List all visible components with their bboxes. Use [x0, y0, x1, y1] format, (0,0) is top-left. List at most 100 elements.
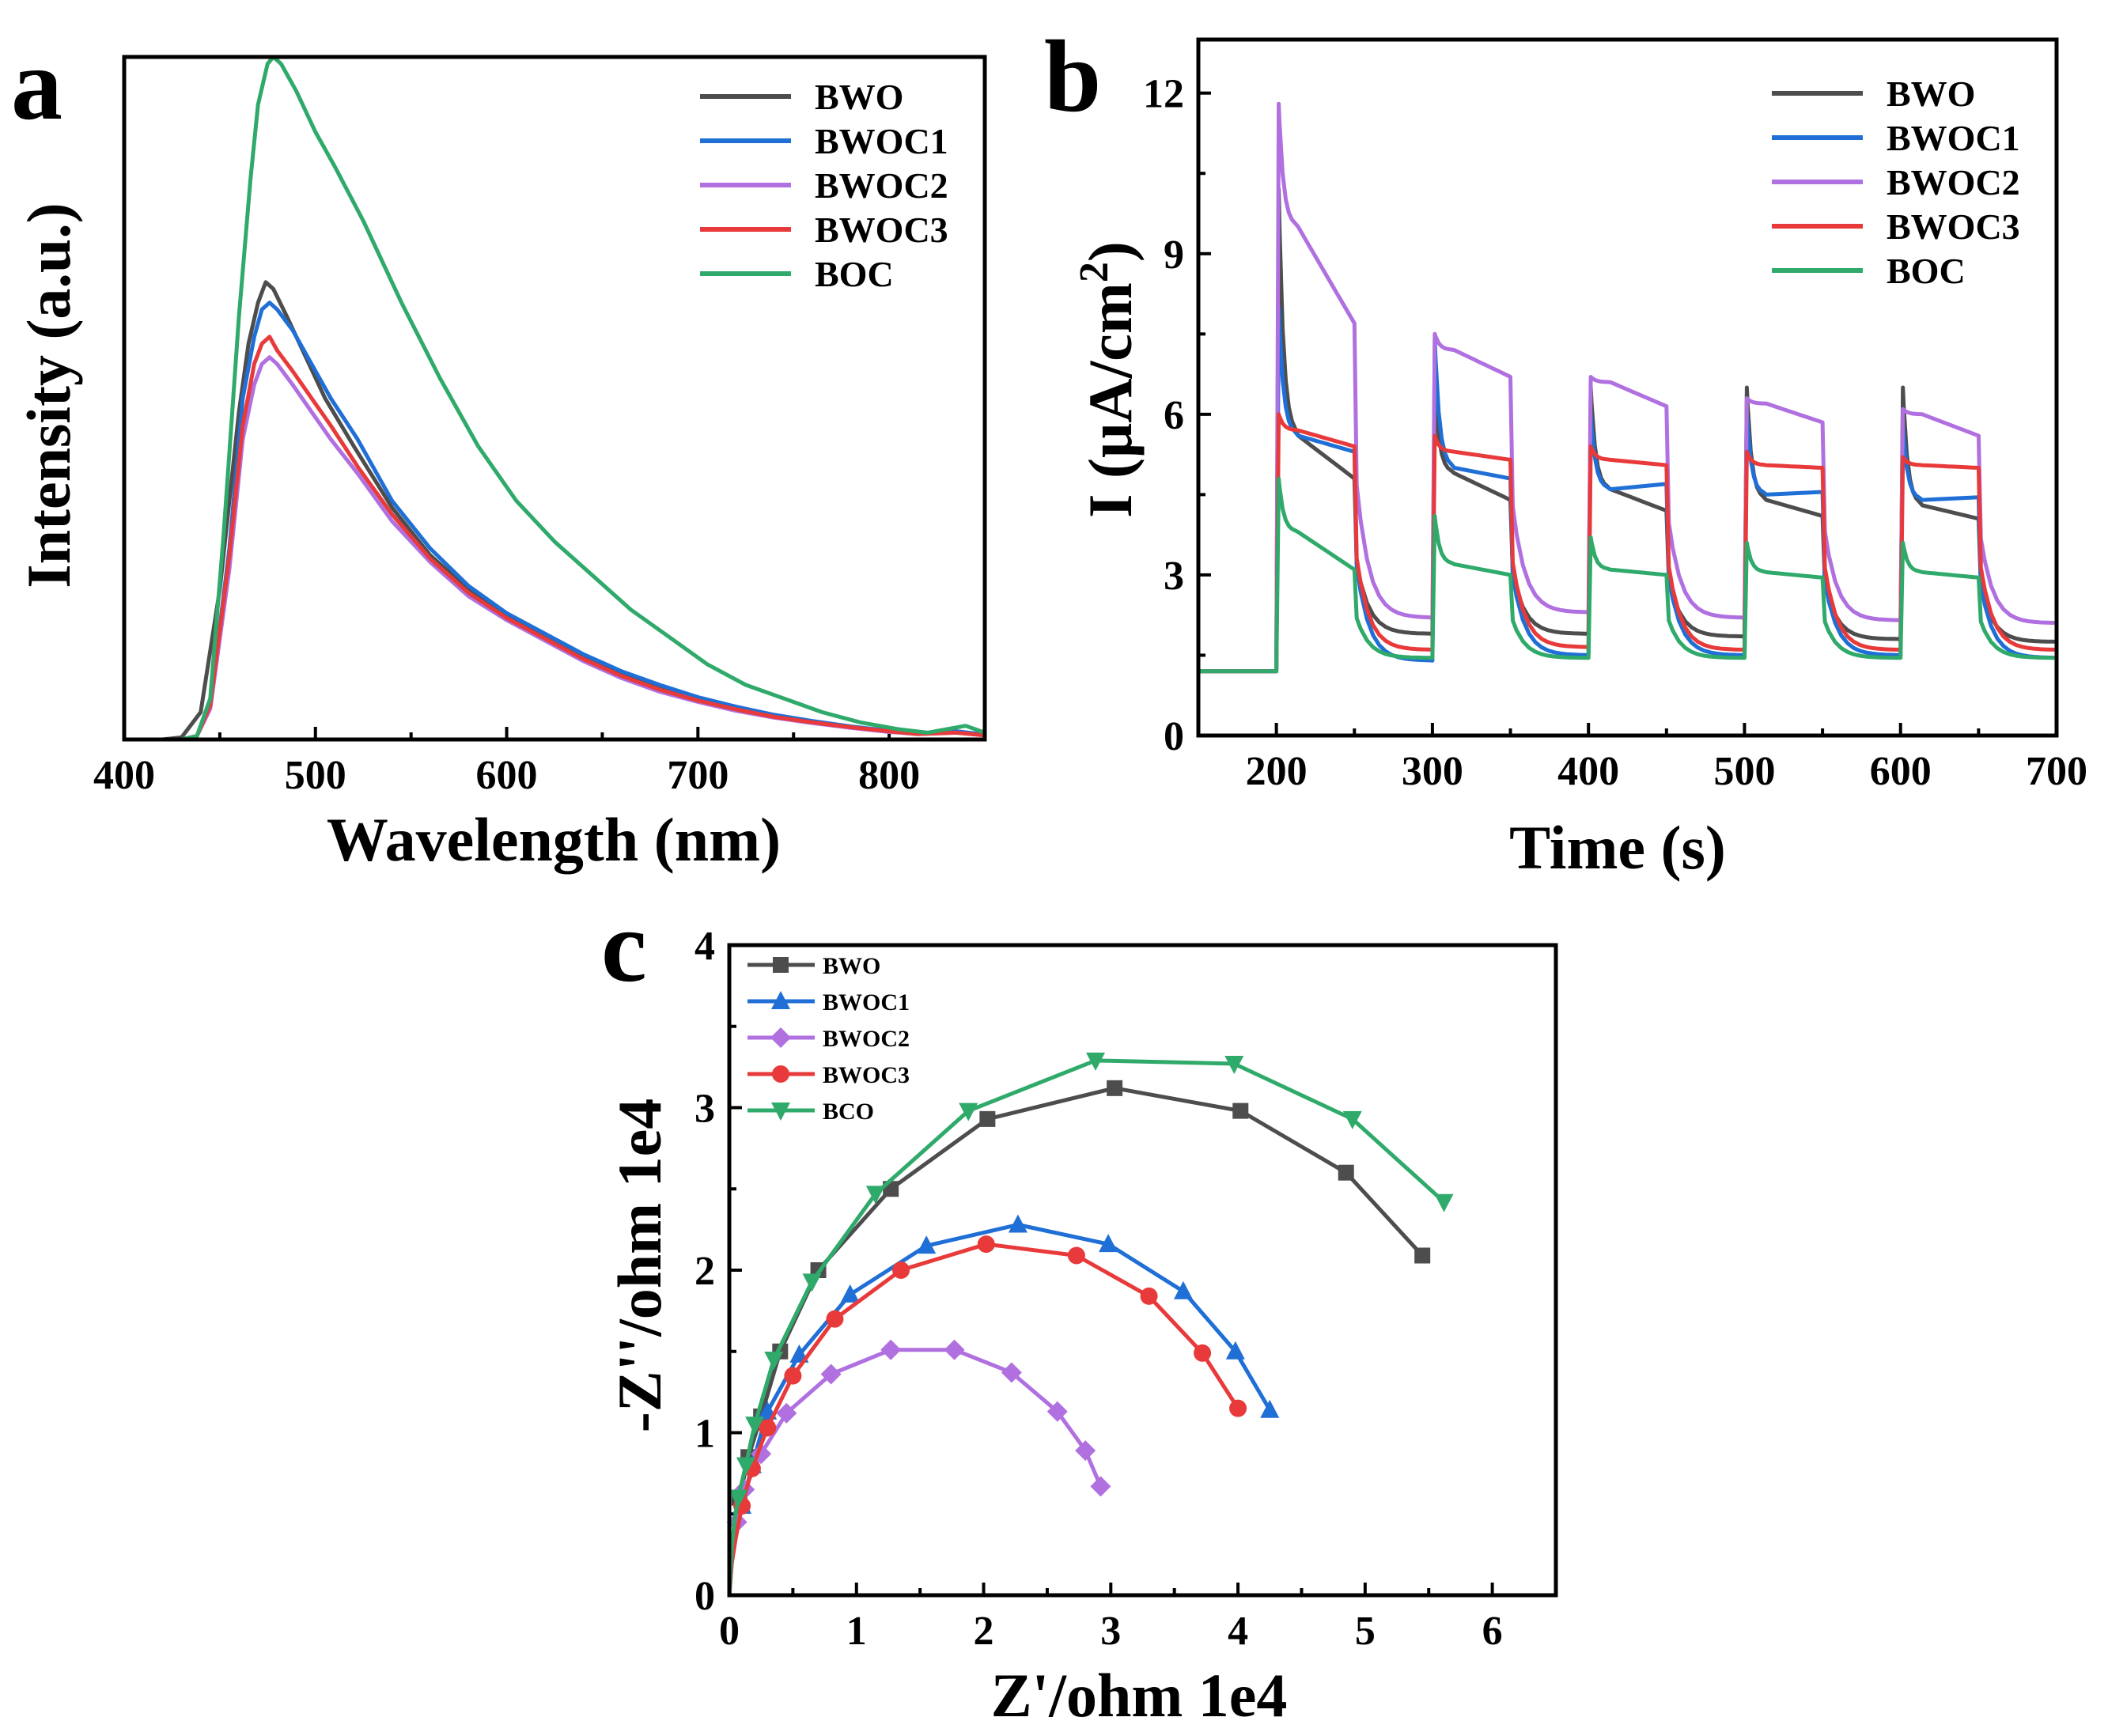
- panel-c-legend-marker-bco: [771, 1102, 790, 1121]
- panel-c-series-bco-line: [727, 1058, 1446, 1598]
- panel-c-series-bwoc2-point: [1001, 1362, 1022, 1383]
- panel-c-series-bco-point: [764, 1352, 784, 1371]
- panel-c-y-axis-title: -Z''/ohm 1e4: [605, 1099, 674, 1433]
- panel-c-x-tick-label-5: 5: [1355, 1609, 1376, 1654]
- panel-b-frame: [1196, 37, 2059, 738]
- panel-c-legend: BWO BWOC1 BWOC2 BWOC3 BCO: [747, 953, 910, 1125]
- panel-c-legend-marker-bwo: [773, 957, 789, 973]
- panel-c-legend-label-bwoc2: BWOC2: [823, 1026, 910, 1052]
- panel-c-series-bwoc1-point: [840, 1284, 860, 1303]
- panel-c-x-tick-label-1: 1: [846, 1609, 867, 1654]
- panel-c-series-bwoc1-point: [1173, 1280, 1193, 1299]
- panel-c-series-bco-point: [1224, 1056, 1244, 1075]
- panel-c-series-bco-point: [736, 1457, 755, 1476]
- panel-c-series-bwo-point: [1232, 1102, 1249, 1119]
- panel-c-series-bwoc3-point: [1140, 1287, 1158, 1305]
- panel-c-series-bwoc1-point: [1260, 1399, 1280, 1418]
- panel-c-series-bwoc3-point: [977, 1235, 995, 1254]
- panel-b-legend-label-bwoc2: BWOC2: [1887, 162, 2020, 202]
- panel-c-x-tick-label-6: 6: [1482, 1609, 1503, 1654]
- panel-c-series-bco-point: [729, 1489, 748, 1508]
- panel-b-y-tick-label-6: 6: [1164, 393, 1184, 438]
- panel-b-x-tick-label-500: 500: [1713, 749, 1775, 794]
- panel-c-series-bwo-point: [1338, 1164, 1354, 1181]
- panel-a-series-bwoc2-line: [122, 355, 987, 742]
- panel-c-frame: [727, 943, 1558, 1598]
- panel-b-label: b: [1044, 20, 1101, 134]
- panel-c-x-tick-label-3: 3: [1100, 1609, 1121, 1654]
- panel-a-y-axis-title: Intensity (a.u.): [14, 202, 83, 588]
- panel-b-x-tick-label-200: 200: [1246, 749, 1308, 794]
- panel-b-legend-label-boc: BOC: [1887, 251, 1966, 291]
- panel-a-ticks: 400 500 600 700 800: [93, 727, 986, 798]
- panel-b-y-axis-title-main: I (μA/cm: [1076, 282, 1145, 518]
- panel-a-series-bwoc3-line: [122, 335, 987, 742]
- panel-b-legend-label-bwo: BWO: [1887, 74, 1975, 114]
- panel-c-series-bwoc2-point: [1075, 1440, 1096, 1462]
- panel-c-series-bwoc3-point: [1194, 1344, 1212, 1362]
- panel-b-chart: b 200 300 400 500 600 700 0 3 6 9 12 BWOBWOC1BWOC2…: [1044, 20, 2087, 882]
- panel-b-y-tick-label-9: 9: [1164, 233, 1184, 278]
- panel-c-series-bwoc2-point: [880, 1339, 902, 1360]
- panel-a-legend-label-boc: BOC: [815, 254, 894, 294]
- panel-b-series-bwoc1-line: [1196, 305, 2056, 674]
- panel-a-chart: a 400 500 600 700 800 BWOBWOC1BWOC2BWOC3BOC …: [11, 28, 987, 874]
- panel-c-legend-label-bco: BCO: [823, 1099, 874, 1125]
- panel-c-series-bco-point: [1434, 1193, 1454, 1212]
- panel-c-series-bwoc2-point: [776, 1402, 797, 1424]
- panel-c-legend-marker-bwoc1: [771, 991, 790, 1009]
- panel-b-y-axis-title-superscript: 2: [1072, 262, 1117, 282]
- panel-c-series-bco-point: [1342, 1110, 1362, 1129]
- panel-c-series-bwo-line: [727, 1086, 1425, 1598]
- panel-c-series-bco-point: [745, 1416, 765, 1435]
- panel-c-series-bwo-point: [979, 1110, 996, 1127]
- panel-b-legend-label-bwoc3: BWOC3: [1887, 206, 2020, 247]
- panel-b-x-tick-label-300: 300: [1402, 749, 1463, 794]
- panel-c-x-axis-title: Z'/ohm 1e4: [991, 1661, 1288, 1730]
- panel-c-series-bwoc3-point: [1067, 1246, 1085, 1265]
- panel-c-series-bwoc3-point: [759, 1419, 777, 1437]
- panel-a-x-tick-label-700: 700: [667, 753, 729, 798]
- panel-c-y-tick-label-2: 2: [694, 1249, 715, 1294]
- panel-c-legend-label-bwoc3: BWOC3: [823, 1062, 910, 1088]
- panel-a-legend-label-bwoc1: BWOC1: [815, 121, 948, 161]
- panel-c-legend-marker-bwoc2: [770, 1027, 791, 1048]
- panel-c-x-tick-label-4: 4: [1228, 1609, 1248, 1654]
- panel-c-chart: c 0 1 2 3 4 5 6 0 1 2 3 4 BWO BWOC1 BWOC2 BWOC3 BCO Z'/…: [601, 890, 1558, 1730]
- panel-c-series-bwoc3-point: [784, 1367, 802, 1385]
- panel-c-legend-label-bwo: BWO: [823, 953, 880, 979]
- panel-a-x-tick-label-400: 400: [93, 753, 155, 798]
- panel-c-series-bwoc2-point: [944, 1339, 965, 1360]
- panel-c-ticks: 0 1 2 3 4 5 6 0 1 2 3 4: [694, 924, 1557, 1654]
- panel-b-series-bwoc3-line: [1196, 412, 2056, 674]
- panel-c-series-bwoc2-line: [727, 1348, 1103, 1598]
- panel-b-ticks: 200 300 400 500 600 700 0 3 6 9 12: [1143, 72, 2087, 794]
- panel-a-series-boc-line: [122, 55, 987, 742]
- panel-b-series-boc-line: [1196, 476, 2056, 674]
- panel-a-legend-label-bwoc2: BWOC2: [815, 165, 948, 206]
- panel-b-y-tick-label-12: 12: [1143, 72, 1184, 117]
- panel-b-legend-label-bwoc1: BWOC1: [1887, 118, 2020, 158]
- panel-a-legend-label-bwo: BWO: [815, 77, 903, 117]
- panel-c-y-tick-label-0: 0: [694, 1574, 715, 1619]
- panel-c-x-tick-label-2: 2: [974, 1609, 994, 1654]
- panel-a-x-tick-label-600: 600: [476, 753, 538, 798]
- panel-c-series-bwoc2-point: [1046, 1401, 1068, 1422]
- panel-c-series-bwo-point: [1107, 1080, 1123, 1096]
- panel-b-y-axis-title: I (μA/cm2): [1072, 241, 1145, 518]
- panel-b-series: [1196, 101, 2056, 674]
- panel-b-series-bwoc2-line: [1196, 101, 2056, 674]
- panel-c-series-bwoc1-point: [1008, 1214, 1028, 1233]
- panel-c-series-bwoc1-point: [917, 1235, 937, 1254]
- panel-a-x-tick-label-800: 800: [858, 753, 920, 798]
- panel-c-series-bwoc2-point: [1090, 1476, 1111, 1497]
- panel-c-label: c: [601, 890, 647, 1004]
- panel-b-y-axis-title-tail: ): [1076, 241, 1145, 262]
- panel-a-legend-label-bwoc3: BWOC3: [815, 210, 948, 250]
- panel-c-legend-marker-bwoc3: [772, 1065, 789, 1083]
- panel-c-series-bco-point: [802, 1273, 822, 1292]
- panel-c-series: [726, 1052, 1454, 1598]
